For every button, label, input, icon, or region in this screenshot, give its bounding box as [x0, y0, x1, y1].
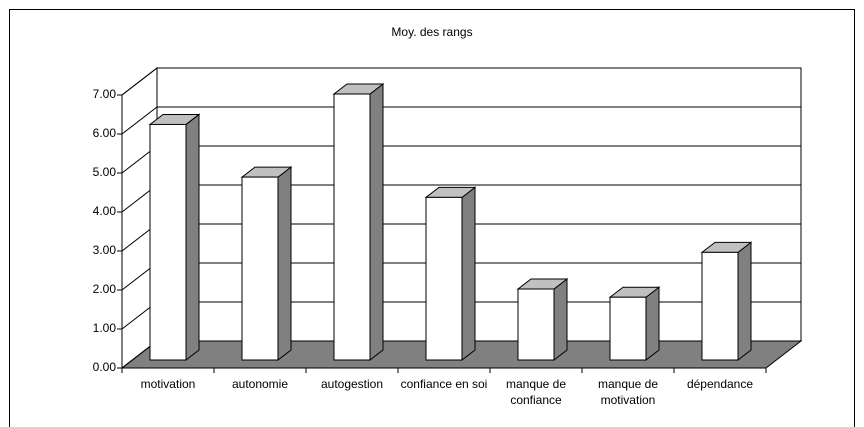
- bar: [241, 176, 279, 361]
- grid-line: [121, 106, 801, 135]
- bar: [425, 196, 463, 361]
- chart-title: Moy. des rangs: [391, 25, 472, 39]
- y-tick-label: 1.00: [93, 321, 117, 335]
- y-tick-label: 7.00: [93, 87, 117, 101]
- y-tick-label: 3.00: [93, 243, 117, 257]
- bar-side: [553, 278, 568, 362]
- y-tick-label: 0.00: [93, 360, 117, 374]
- bar-side: [737, 241, 752, 362]
- x-tick-label: confiance en soi: [400, 377, 488, 391]
- x-tick-label: autogestion: [320, 377, 384, 391]
- y-tick-label: 5.00: [93, 165, 117, 179]
- bar: [701, 251, 739, 361]
- x-tick-label: autonomie: [231, 377, 289, 391]
- bar-side: [185, 113, 200, 362]
- x-tick-label: manque de motivation: [597, 377, 659, 407]
- bar: [333, 93, 371, 361]
- bar: [609, 296, 647, 361]
- bar-side: [277, 166, 292, 362]
- grid-line: [121, 67, 801, 96]
- bar-side: [645, 286, 660, 362]
- y-tick-label: 6.00: [93, 126, 117, 140]
- bar: [149, 123, 187, 361]
- x-tick-label: motivation: [140, 377, 196, 391]
- bar-side: [369, 83, 384, 362]
- x-tick-label: manque de confiance: [505, 377, 567, 407]
- bar-side: [461, 186, 476, 362]
- x-tick-label: dépendance: [686, 377, 754, 391]
- y-tick-label: 2.00: [93, 282, 117, 296]
- y-tick-label: 4.00: [93, 204, 117, 218]
- bar: [517, 288, 555, 361]
